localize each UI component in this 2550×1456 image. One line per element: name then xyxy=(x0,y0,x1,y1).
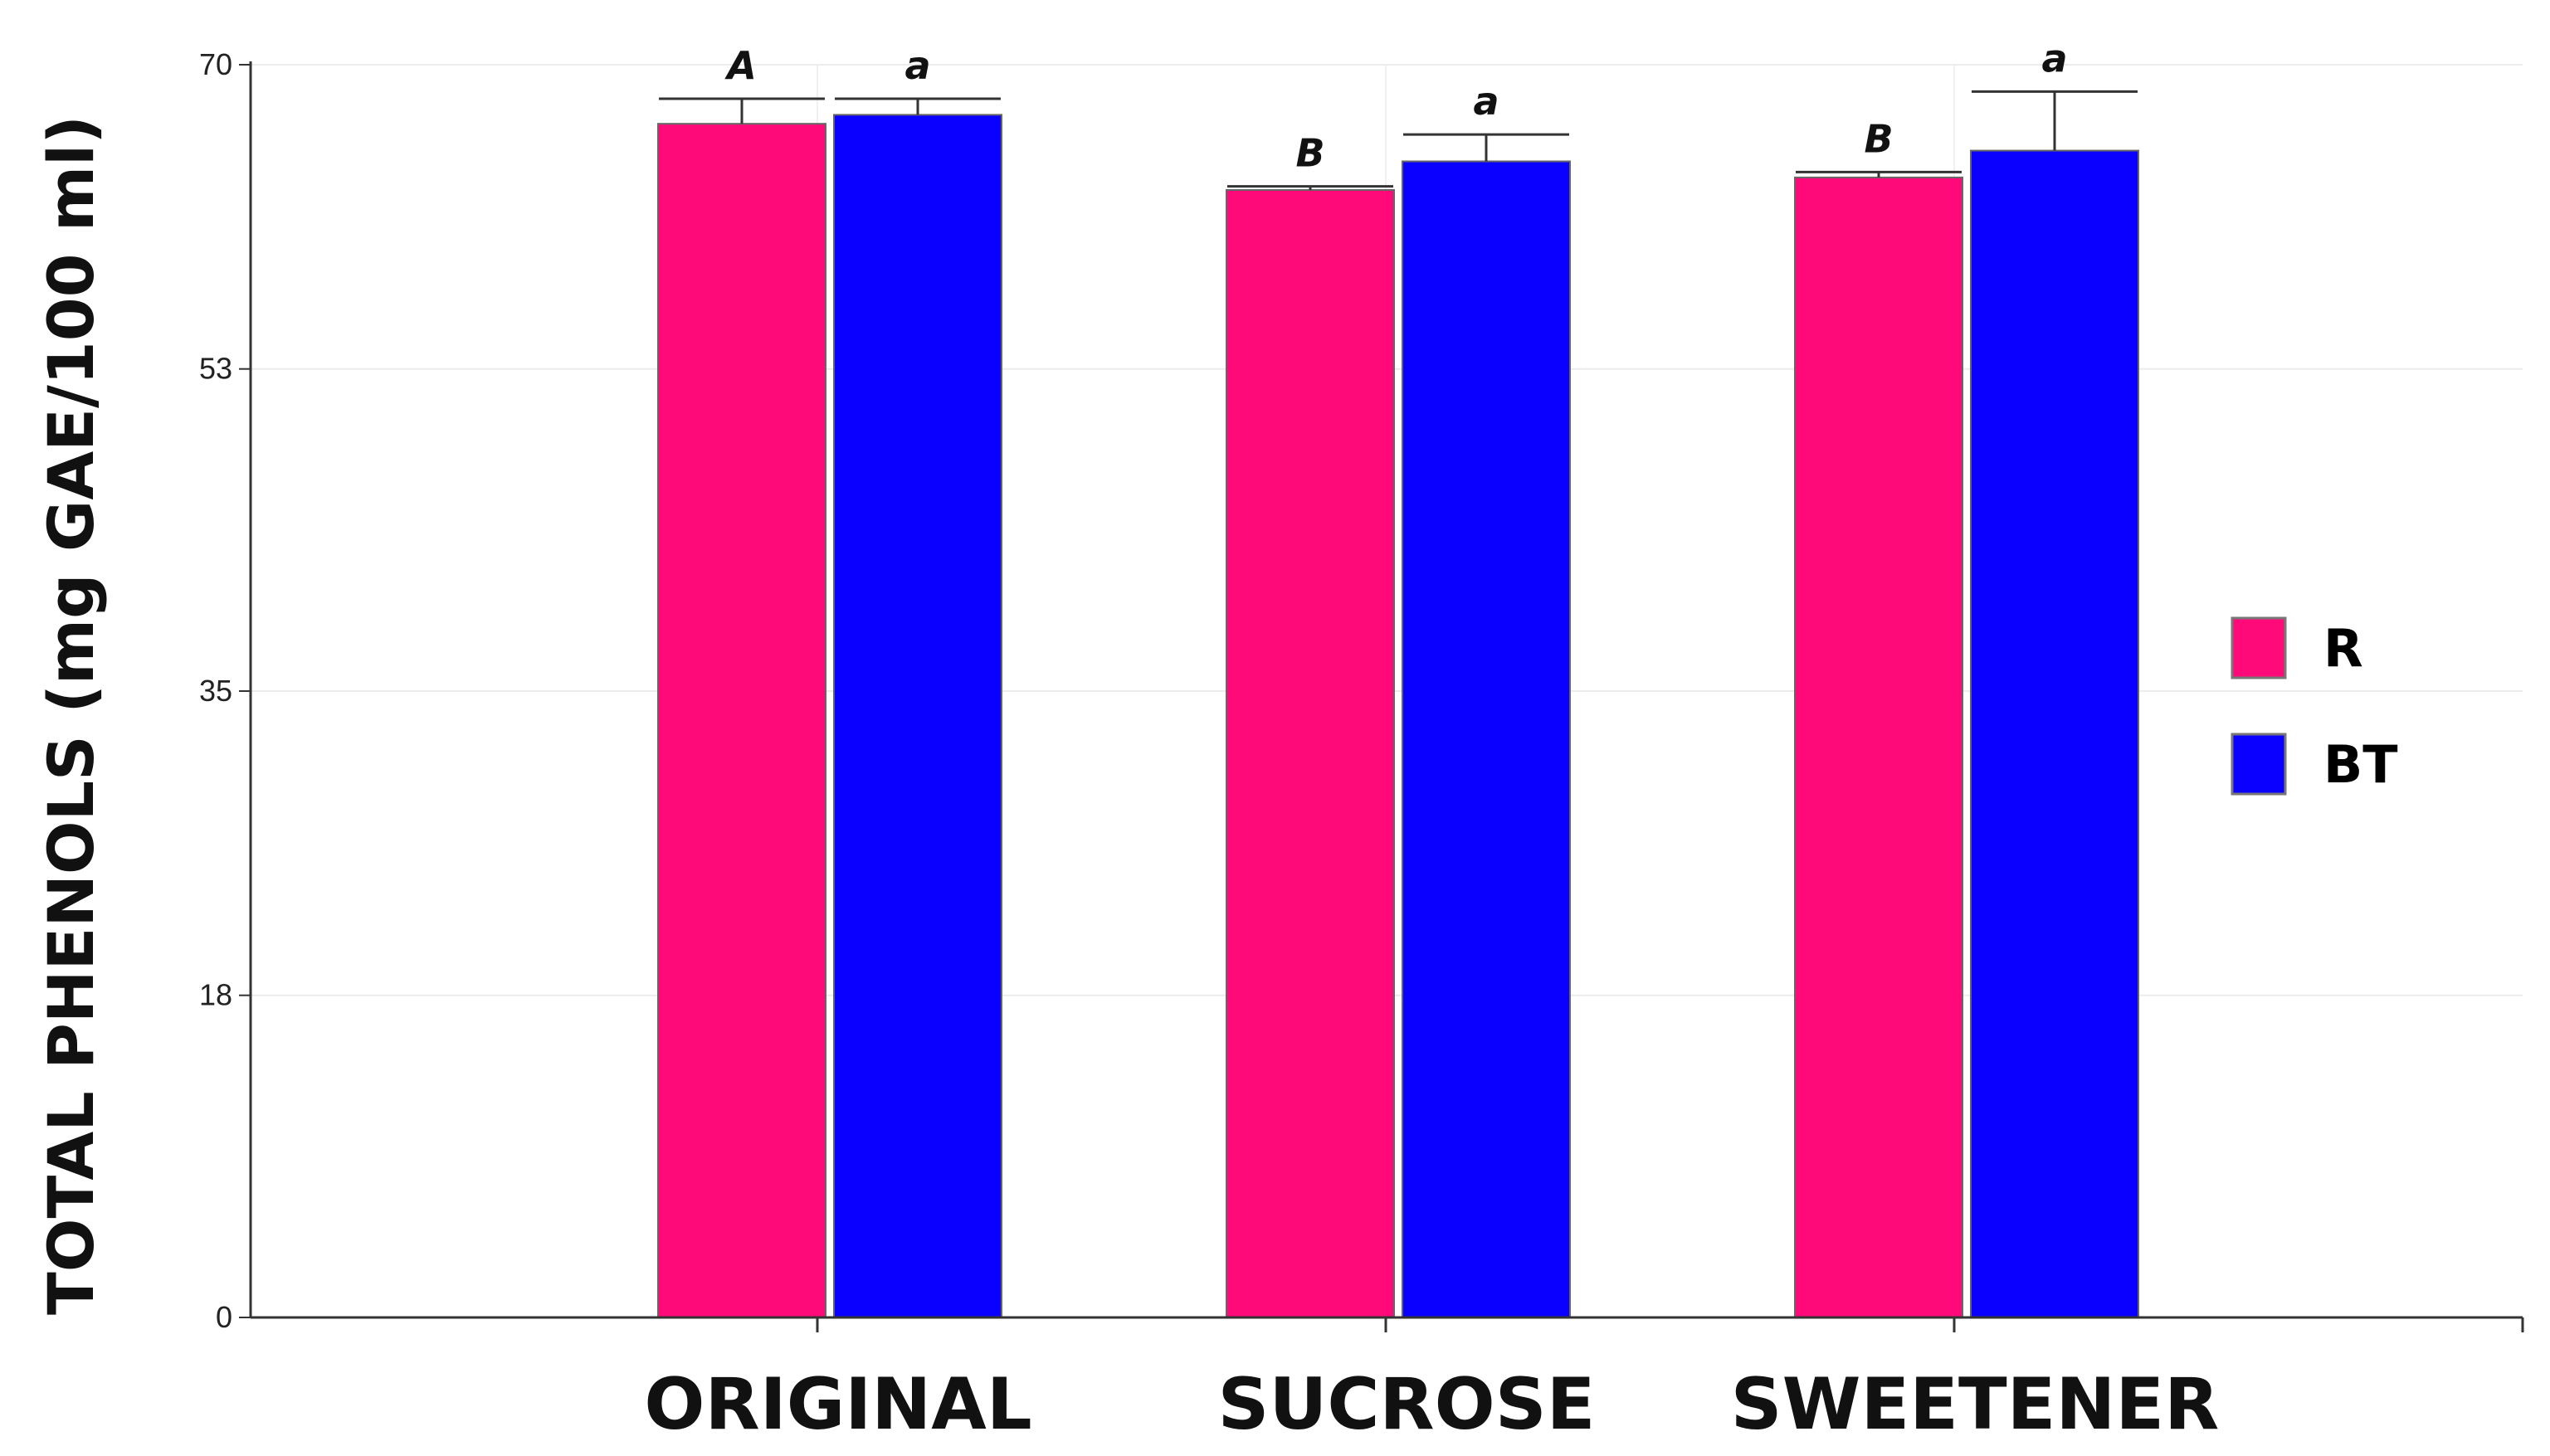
legend-label-bt: BT xyxy=(2323,734,2398,795)
category-label-sweetener: SWEETENER xyxy=(1731,1363,2220,1446)
bar-bt-sucrose xyxy=(1402,160,1571,1318)
significance-label: a xyxy=(1473,79,1499,124)
y-tick-label: 0 xyxy=(216,1300,232,1334)
error-bars xyxy=(659,90,2138,190)
significance-label: B xyxy=(1295,131,1324,176)
axes xyxy=(249,61,2524,1332)
legend: R BT xyxy=(2231,616,2398,796)
legend-label-r: R xyxy=(2323,618,2363,679)
y-tick-label: 35 xyxy=(199,674,232,708)
bar-r-sweetener xyxy=(1794,176,1963,1318)
y-tick-label: 70 xyxy=(199,47,232,81)
significance-label: a xyxy=(2041,36,2067,80)
y-tick-label: 53 xyxy=(199,352,232,386)
y-axis-label: TOTAL PHENOLS (mg GAE/100 ml) xyxy=(34,115,108,1315)
x-axis-categories: ORIGINAL SUCROSE SWEETENER xyxy=(644,1363,2219,1446)
significance-label: B xyxy=(1864,116,1893,161)
bar-bt-sweetener xyxy=(1970,149,2139,1319)
significance-label: a xyxy=(904,43,930,88)
legend-swatch-bt xyxy=(2231,733,2287,796)
significance-label: A xyxy=(724,43,757,88)
y-axis-ticks: 0 18 35 53 70 xyxy=(199,47,251,1334)
bar-r-sucrose xyxy=(1226,189,1395,1318)
category-label-original: ORIGINAL xyxy=(644,1363,1031,1446)
category-label-sucrose: SUCROSE xyxy=(1218,1363,1596,1446)
legend-swatch-r xyxy=(2231,616,2287,679)
y-tick-label: 18 xyxy=(199,978,232,1012)
bar-r-original xyxy=(657,123,826,1319)
bar-bt-original xyxy=(833,114,1002,1318)
